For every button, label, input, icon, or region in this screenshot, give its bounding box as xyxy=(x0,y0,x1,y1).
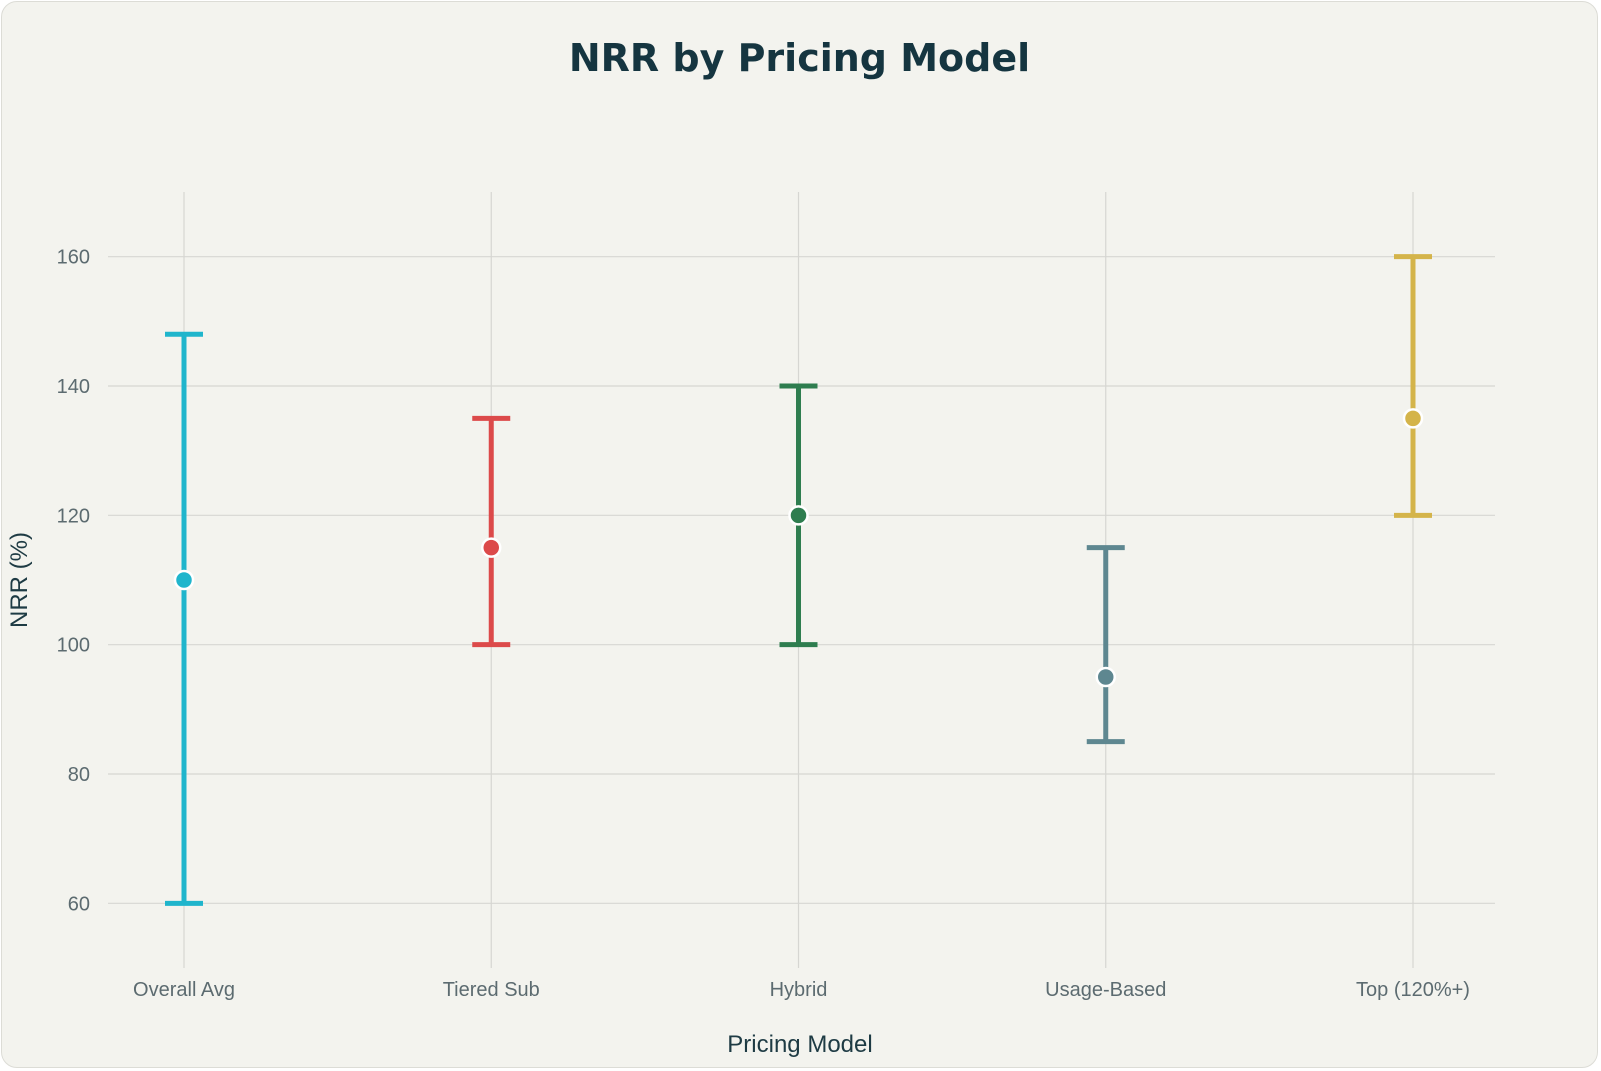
y-tick-label: 60 xyxy=(68,893,90,915)
error-bar-group xyxy=(1394,254,1432,518)
y-tick-label: 140 xyxy=(57,376,90,398)
data-point xyxy=(1095,666,1116,688)
y-axis-ticks: 60 80 100 120 140 160 xyxy=(57,247,90,916)
error-bars xyxy=(165,254,1432,906)
grid-lines xyxy=(108,192,1495,968)
x-tick-label: Usage-Based xyxy=(1045,979,1166,1001)
data-point xyxy=(481,537,502,558)
y-tick-label: 120 xyxy=(57,505,90,527)
x-tick-label: Hybrid xyxy=(770,979,828,1001)
error-bar-group xyxy=(165,331,203,906)
y-tick-label: 80 xyxy=(68,764,90,786)
x-axis-ticks: Overall Avg Tiered Sub Hybrid Usage-Based To… xyxy=(133,979,1470,1001)
error-bar-group xyxy=(1086,545,1125,745)
data-point xyxy=(173,569,195,591)
x-tick-label: Top (120%+) xyxy=(1356,979,1470,1001)
data-point xyxy=(1402,408,1424,429)
x-tick-label: Tiered Sub xyxy=(443,979,540,1001)
x-tick-label: Overall Avg xyxy=(133,979,235,1001)
error-bar-group xyxy=(779,383,818,648)
chart-title: NRR by Pricing Model xyxy=(568,36,1031,80)
error-bar-group xyxy=(472,415,511,648)
y-tick-label: 160 xyxy=(57,247,90,269)
y-axis-label: NRR (%) xyxy=(6,532,33,628)
data-point xyxy=(788,505,809,526)
x-axis-label: Pricing Model xyxy=(727,1031,872,1058)
y-tick-label: 100 xyxy=(57,635,90,657)
